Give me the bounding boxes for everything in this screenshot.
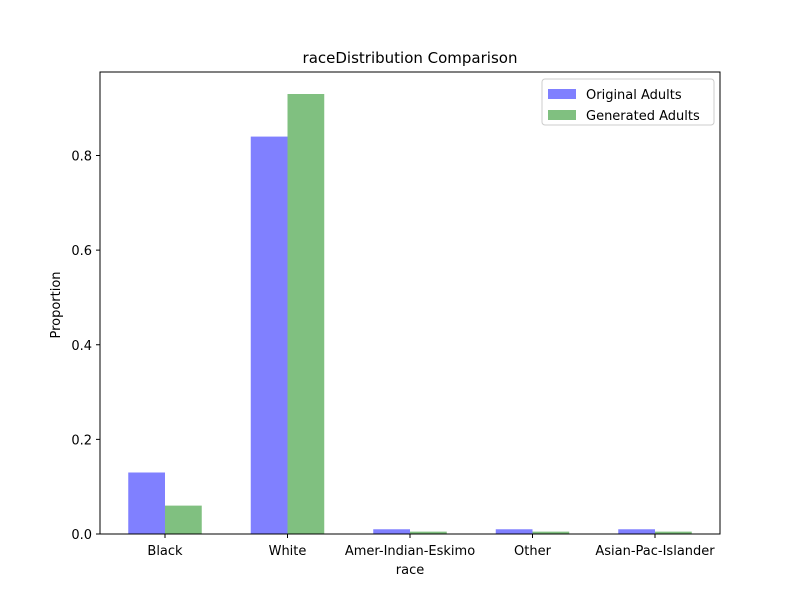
x-tick-label: White [269,544,307,559]
bar-generated-3 [532,531,570,534]
x-axis-label: race [396,563,424,578]
y-tick-label: 0.2 [71,433,92,448]
bar-original-2 [373,529,410,534]
bar-original-4 [618,529,655,534]
plot-frame [99,71,721,535]
legend: Original Adults Generated Adults [541,78,715,126]
y-tick-label: 0.8 [71,150,92,165]
bar-generated-4 [655,531,692,534]
legend-swatch [548,89,576,99]
x-tick-label: Black [147,544,183,559]
bar-generated-2 [410,531,447,534]
legend-label: Generated Adults [586,109,700,124]
x-tick-label: Other [514,544,552,559]
y-tick-label: 0.6 [71,244,92,259]
legend-label: Original Adults [586,88,682,103]
chart-title: raceDistribution Comparison [303,49,518,67]
x-tick-label: Amer-Indian-Eskimo [345,544,475,559]
y-tick-label: 0.4 [71,339,92,354]
bar-original-0 [128,472,165,534]
bar-generated-0 [165,505,202,534]
axes-group: 0.0 0.2 0.4 0.6 0.8 Black White Amer-Indian-Esk… [71,71,721,559]
legend-box [541,78,715,126]
y-tick-label: 0.0 [71,528,92,543]
bars-group [128,94,692,535]
x-tick-label: Asian-Pac-Islander [595,544,715,559]
bar-original-1 [250,136,288,535]
bar-generated-1 [287,94,325,534]
legend-swatch [548,110,576,120]
bar-original-3 [495,529,533,534]
y-axis-label: Proportion [49,271,64,338]
